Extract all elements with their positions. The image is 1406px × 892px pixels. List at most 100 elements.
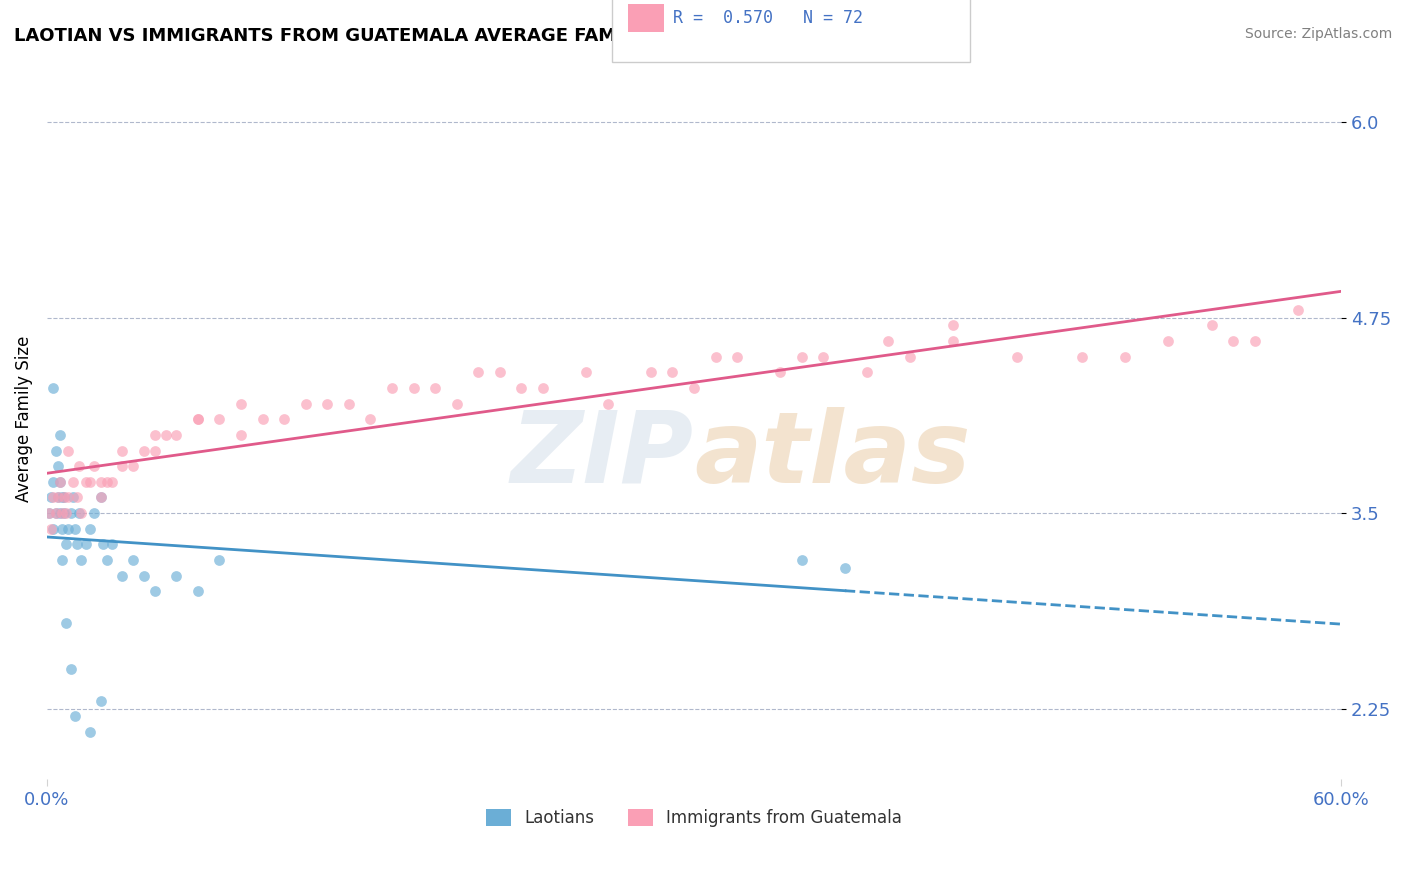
Point (1286, 302, 1309, 317)
Point (58, 522, 80, 536)
Point (467, 365, 489, 379)
Point (55, 537, 77, 551)
Point (39, 522, 62, 536)
Point (122, 459, 145, 474)
Point (1157, 334, 1180, 348)
Legend: Laotians, Immigrants from Guatemala: Laotians, Immigrants from Guatemala (478, 800, 910, 835)
Point (725, 350, 748, 364)
Point (53, 506, 76, 520)
Point (155, 428, 177, 442)
Point (143, 443, 166, 458)
Point (111, 568, 134, 582)
Point (704, 350, 727, 364)
Point (49, 475, 72, 489)
Point (1007, 350, 1029, 364)
Point (46, 459, 69, 474)
Point (769, 365, 792, 379)
Point (75, 475, 97, 489)
Point (683, 381, 706, 395)
Point (813, 350, 835, 364)
Point (70, 553, 93, 567)
Text: R =  0.570   N = 72: R = 0.570 N = 72 (673, 9, 863, 27)
Point (67, 506, 90, 520)
Point (898, 350, 921, 364)
Point (51, 553, 73, 567)
Point (58, 443, 80, 458)
Point (596, 396, 619, 410)
Point (83, 506, 105, 520)
Point (42, 381, 65, 395)
Point (44, 506, 66, 520)
Point (55, 615, 77, 630)
Point (90, 491, 112, 505)
Point (67, 459, 90, 474)
Point (44, 443, 66, 458)
Point (208, 553, 231, 567)
Text: Source: ZipAtlas.com: Source: ZipAtlas.com (1244, 27, 1392, 41)
Point (165, 568, 187, 582)
Point (66, 537, 89, 551)
Point (877, 334, 900, 348)
Point (62, 491, 84, 505)
Point (187, 412, 209, 426)
Point (359, 412, 381, 426)
Point (111, 443, 134, 458)
Point (132, 443, 155, 458)
Point (79, 522, 101, 536)
Point (423, 381, 446, 395)
Point (42, 475, 65, 489)
Point (1243, 334, 1265, 348)
Point (446, 396, 468, 410)
Text: LAOTIAN VS IMMIGRANTS FROM GUATEMALA AVERAGE FAMILY SIZE CORRELATION CHART: LAOTIAN VS IMMIGRANTS FROM GUATEMALA AVE… (14, 27, 917, 45)
Point (510, 381, 533, 395)
Point (42, 522, 65, 536)
Point (59, 663, 82, 677)
Point (834, 561, 856, 575)
Point (100, 537, 122, 551)
Point (143, 428, 166, 442)
Point (53, 491, 76, 505)
Point (63, 709, 86, 723)
Point (91, 537, 114, 551)
Point (187, 412, 209, 426)
Point (790, 553, 813, 567)
Point (90, 491, 112, 505)
Point (1222, 334, 1244, 348)
Point (39, 491, 62, 505)
Point (942, 334, 965, 348)
Point (38, 506, 60, 520)
Point (44, 506, 66, 520)
Point (132, 568, 155, 582)
Point (46, 491, 69, 505)
Point (1114, 350, 1136, 364)
Point (96, 553, 118, 567)
Point (75, 537, 97, 551)
Point (63, 522, 86, 536)
Point (111, 459, 134, 474)
Point (58, 491, 80, 505)
Point (316, 396, 339, 410)
Point (208, 412, 231, 426)
Point (96, 475, 118, 489)
Point (49, 506, 72, 520)
Point (575, 365, 598, 379)
Point (661, 365, 683, 379)
Point (252, 412, 274, 426)
Point (79, 725, 101, 739)
Point (187, 584, 209, 599)
Point (38, 506, 60, 520)
Point (273, 412, 295, 426)
Point (83, 459, 105, 474)
Point (55, 506, 77, 520)
Point (70, 506, 93, 520)
Point (294, 396, 316, 410)
Point (90, 694, 112, 708)
Point (942, 318, 965, 333)
Point (66, 491, 89, 505)
Point (165, 428, 187, 442)
Y-axis label: Average Family Size: Average Family Size (15, 336, 32, 502)
Text: atlas: atlas (695, 407, 970, 504)
Point (143, 584, 166, 599)
Point (640, 365, 662, 379)
Point (122, 553, 145, 567)
